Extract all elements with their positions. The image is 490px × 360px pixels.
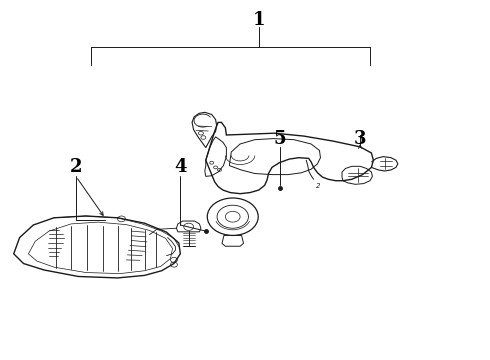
Text: 2: 2	[70, 158, 82, 176]
Text: 3: 3	[354, 130, 367, 148]
Text: 5: 5	[274, 130, 287, 148]
Text: 2: 2	[316, 184, 321, 189]
Text: 1: 1	[252, 11, 265, 29]
Text: 4: 4	[174, 158, 187, 176]
